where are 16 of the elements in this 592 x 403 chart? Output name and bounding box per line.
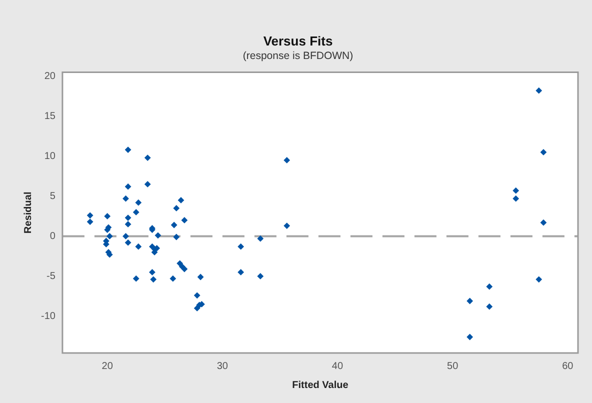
y-tick-label: 20 xyxy=(44,70,56,82)
y-tick-label: 5 xyxy=(50,190,56,202)
x-tick-label: 30 xyxy=(216,360,228,372)
y-tick-label: -10 xyxy=(41,310,56,322)
y-tick-label: 0 xyxy=(50,230,56,242)
x-axis-title: Fitted Value xyxy=(292,380,349,391)
x-tick-label: 50 xyxy=(447,360,459,372)
x-tick-label: 40 xyxy=(332,360,344,372)
y-tick-label: 15 xyxy=(44,110,56,122)
y-tick-label: 10 xyxy=(44,150,56,162)
chart-title: Versus Fits xyxy=(263,33,333,48)
x-tick-label: 60 xyxy=(562,360,574,372)
y-axis-title: Residual xyxy=(22,192,34,234)
chart-subtitle: (response is BFDOWN) xyxy=(242,50,354,62)
y-tick-label: -5 xyxy=(46,270,56,282)
x-tick-label: 20 xyxy=(102,360,114,372)
